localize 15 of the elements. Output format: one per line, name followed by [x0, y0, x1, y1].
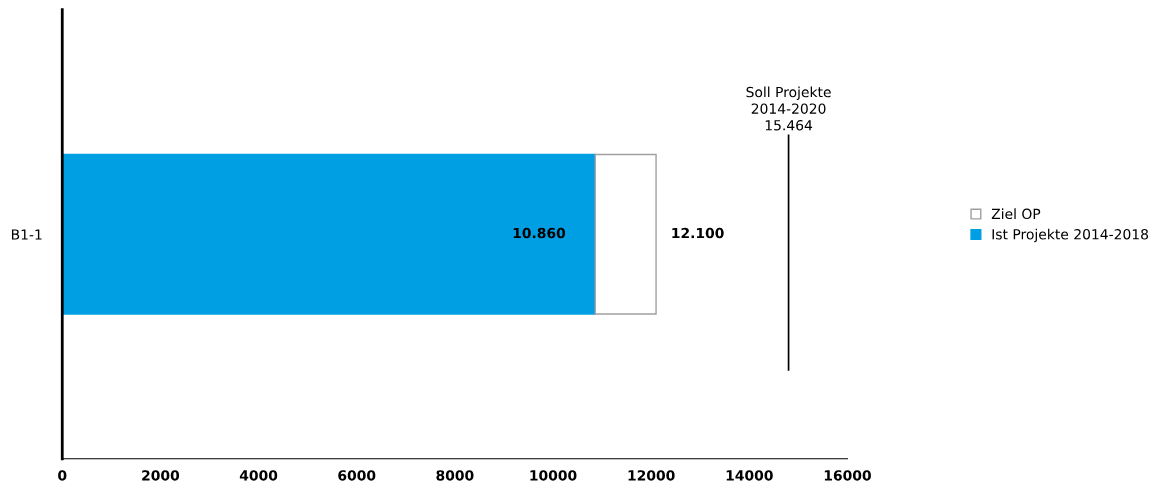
x-tick-label: 14000	[726, 470, 773, 481]
x-tick-label: 16000	[824, 470, 871, 481]
legend-label: Ist Projekte 2014-2018	[992, 228, 1149, 243]
ref-line-label: Soll Projekte 2014-2020 15.464	[746, 86, 831, 131]
x-tick-label: 12000	[628, 470, 675, 481]
x-tick-label: 6000	[338, 470, 376, 481]
total-label: 12.100	[672, 227, 724, 239]
x-tick-label: 4000	[239, 470, 278, 481]
y-tick-label: B1-1	[11, 229, 42, 240]
legend-label: Ziel OP	[991, 208, 1041, 220]
data-label: 10.860	[513, 227, 566, 239]
x-tick-label: 0	[58, 470, 67, 481]
x-tick-label: 10000	[530, 470, 577, 481]
x-tick-label: 8000	[436, 470, 474, 481]
x-tick-label: 2000	[142, 470, 180, 481]
